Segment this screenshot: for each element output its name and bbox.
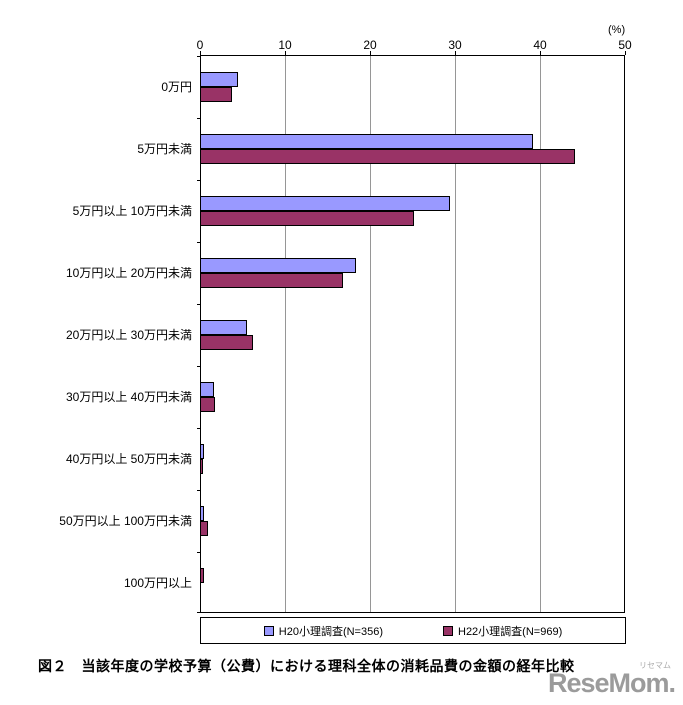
x-tick-mark: [200, 51, 201, 55]
y-category-label: 20万円以上 30万円未満: [65, 327, 192, 342]
x-tick-mark: [625, 51, 626, 55]
bar-h20: [201, 196, 451, 211]
y-category-label: 10万円以上 20万円未満: [65, 265, 192, 280]
y-category-label: 0万円: [161, 79, 192, 94]
plot-area: [197, 55, 625, 614]
y-tick-mark: [197, 366, 201, 367]
legend-swatch-h20: [263, 625, 274, 636]
bar-row: [201, 56, 624, 118]
legend-label-h20: H20小理調査(N=356): [278, 625, 383, 638]
x-tick-label: 50: [618, 38, 632, 52]
bar-h22: [201, 397, 215, 412]
bar-h22: [201, 568, 204, 583]
gridline: [540, 56, 541, 612]
gridline: [285, 56, 286, 612]
x-axis: 0 10 20 30 40 50: [196, 38, 632, 55]
bar-h20: [201, 258, 356, 273]
legend-entry-h22: H22小理調査(N=969): [443, 623, 562, 639]
y-tick-mark: [197, 242, 201, 243]
x-tick-mark: [455, 51, 456, 55]
bar-h20: [201, 444, 204, 459]
bar-h20: [201, 506, 204, 521]
bar-row: [201, 180, 624, 242]
y-tick-mark: [197, 490, 201, 491]
x-tick-mark: [370, 51, 371, 55]
bar-h22: [201, 149, 575, 164]
x-tick-label: 0: [196, 38, 204, 52]
bar-row: [201, 118, 624, 180]
watermark: リセマム ReseMom.: [547, 661, 676, 698]
x-tick-mark: [285, 51, 286, 55]
bar-h22: [201, 335, 253, 350]
bar-row: [201, 242, 624, 304]
y-category-label: 5万円未満: [137, 141, 192, 156]
bar-row: [201, 428, 624, 490]
y-tick-mark: [197, 118, 201, 119]
x-tick-label: 10: [278, 38, 292, 52]
bar-h22: [201, 459, 203, 474]
y-tick-mark: [197, 56, 201, 57]
y-category-label: 40万円以上 50万円未満: [65, 451, 192, 466]
y-category-label: 100万円以上: [123, 575, 192, 590]
legend-swatch-h22: [443, 625, 453, 636]
bar-h20: [201, 134, 533, 149]
gridline: [455, 56, 456, 612]
bar-row: [201, 366, 624, 428]
y-tick-mark: [197, 552, 201, 553]
x-tick-label: 40: [533, 38, 547, 52]
legend-entry-h20: H20小理調査(N=356): [263, 623, 383, 639]
bar-row: [201, 552, 624, 614]
y-tick-mark: [197, 304, 201, 305]
gridline: [370, 56, 371, 612]
x-axis-unit-label: (%): [608, 24, 626, 36]
bar-h22: [201, 211, 415, 226]
y-category-label: 50万円以上 100万円未満: [59, 513, 192, 528]
bar-h20: [201, 382, 214, 397]
bar-h22: [201, 521, 208, 536]
legend-label-h22: H22小理調査(N=969): [458, 625, 563, 638]
bar-row: [201, 490, 624, 552]
x-tick-mark: [540, 51, 541, 55]
y-tick-mark: [197, 612, 201, 613]
x-tick-label: 30: [448, 38, 462, 52]
y-tick-mark: [197, 180, 201, 181]
bar-h20: [201, 72, 239, 87]
watermark-katakana: リセマム: [639, 661, 671, 670]
y-tick-mark: [197, 428, 201, 429]
bar-h22: [201, 273, 343, 288]
legend: H20小理調査(N=356) H22小理調査(N=969): [200, 617, 626, 644]
bar-h20: [201, 320, 247, 335]
chart-caption: 図２ 当該年度の学校予算（公費）における理科全体の消耗品費の金額の経年比較: [38, 660, 575, 675]
y-category-label: 30万円以上 40万円未満: [65, 389, 192, 404]
y-category-label: 5万円以上 10万円未満: [72, 203, 192, 218]
bar-row: [201, 304, 624, 366]
bar-h22: [201, 87, 232, 102]
watermark-logo: ReseMom.: [547, 668, 676, 698]
x-tick-label: 20: [363, 38, 377, 52]
